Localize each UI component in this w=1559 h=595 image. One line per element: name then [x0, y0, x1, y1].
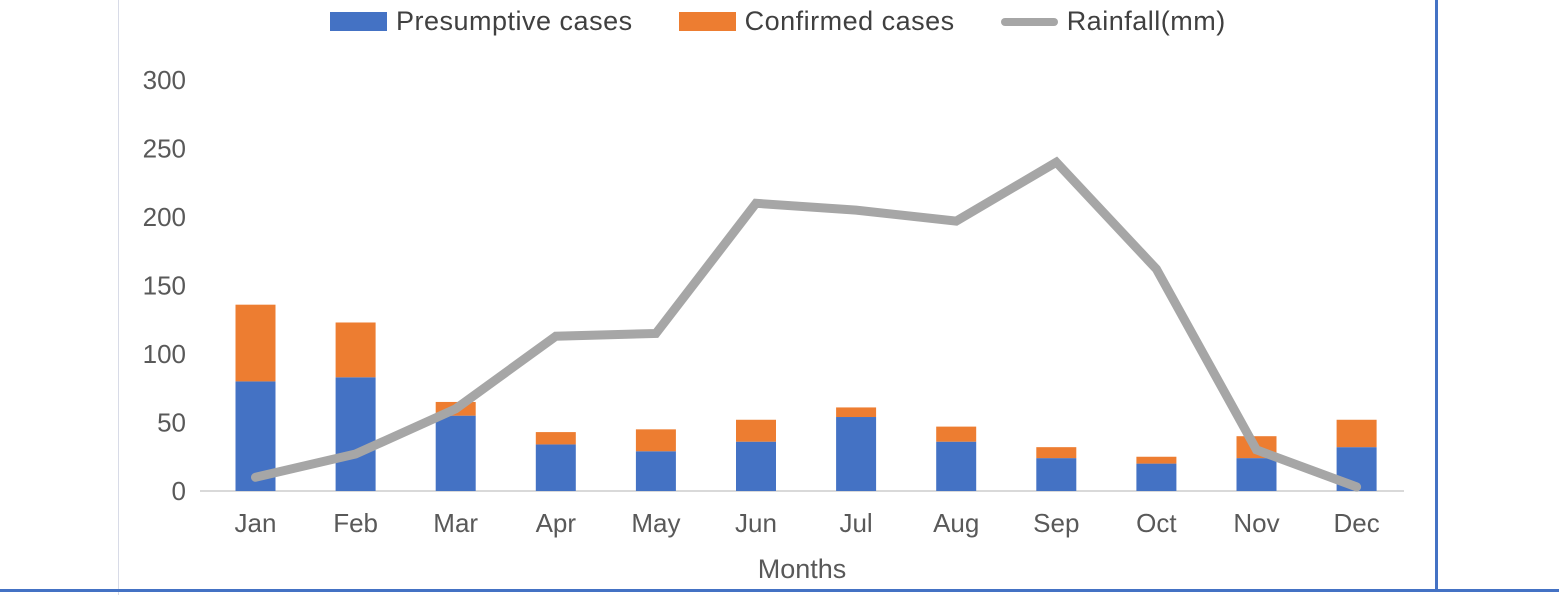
legend-swatch-presumptive-icon — [330, 12, 387, 31]
legend-swatch-confirmed-icon — [678, 12, 736, 31]
y-tick-label: 300 — [143, 65, 186, 95]
legend-label-presumptive: Presumptive cases — [396, 6, 633, 36]
x-tick-label-dec: Dec — [1333, 508, 1379, 538]
y-tick-label: 150 — [143, 271, 186, 301]
x-tick-label-may: May — [631, 508, 680, 538]
x-tick-label-jun: Jun — [735, 508, 777, 538]
x-tick-label-nov: Nov — [1233, 508, 1279, 538]
chart-legend: Presumptive cases Confirmed cases Rainfa… — [330, 6, 1226, 37]
y-tick-label: 250 — [143, 134, 186, 164]
bar-presumptive-oct — [1136, 463, 1177, 491]
x-tick-label-aug: Aug — [933, 508, 979, 538]
bar-presumptive-mar — [435, 415, 476, 491]
bar-confirmed-aug — [936, 426, 977, 442]
bar-presumptive-may — [635, 451, 676, 491]
x-tick-label-feb: Feb — [333, 508, 378, 538]
x-tick-label-oct: Oct — [1136, 508, 1177, 538]
legend-item-presumptive-cases[interactable]: Presumptive cases — [330, 6, 633, 37]
rainfall-line — [251, 156, 1362, 492]
window-border-right-line — [1435, 0, 1438, 592]
legend-label-rainfall: Rainfall(mm) — [1066, 6, 1226, 36]
y-tick-label: 0 — [172, 476, 186, 506]
bar-confirmed-may — [635, 429, 676, 452]
bar-confirmed-dec — [1336, 419, 1377, 448]
bar-presumptive-jun — [736, 441, 776, 491]
legend-label-confirmed: Confirmed cases — [744, 6, 955, 36]
bar-confirmed-oct — [1136, 456, 1177, 464]
bar-presumptive-apr — [535, 444, 576, 491]
bar-confirmed-jul — [836, 407, 877, 418]
y-tick-label: 100 — [143, 339, 186, 369]
bar-confirmed-feb — [335, 322, 376, 378]
y-tick-label: 200 — [143, 202, 186, 232]
bar-presumptive-aug — [936, 441, 977, 491]
bar-confirmed-jan — [235, 304, 276, 382]
bar-confirmed-sep — [1036, 447, 1077, 459]
bar-presumptive-nov — [1236, 458, 1277, 491]
x-tick-label-jul: Jul — [839, 508, 872, 538]
x-tick-label-jan: Jan — [235, 508, 277, 538]
bar-confirmed-apr — [535, 432, 576, 445]
bar-presumptive-sep — [1036, 458, 1077, 491]
x-axis-title: Months — [758, 554, 847, 584]
window-border-bottom-line — [0, 589, 1559, 592]
legend-item-confirmed-cases[interactable]: Confirmed cases — [678, 6, 955, 37]
legend-swatch-rainfall-icon — [1000, 17, 1058, 26]
x-tick-label-mar: Mar — [433, 508, 478, 538]
bar-confirmed-jun — [736, 419, 776, 442]
page-border-left-line — [118, 0, 119, 595]
bar-presumptive-feb — [335, 377, 376, 491]
x-tick-label-sep: Sep — [1033, 508, 1079, 538]
y-tick-label: 50 — [157, 408, 186, 438]
x-tick-label-apr: Apr — [536, 508, 577, 538]
bar-presumptive-jul — [836, 417, 877, 491]
legend-item-rainfall[interactable]: Rainfall(mm) — [1000, 6, 1226, 37]
